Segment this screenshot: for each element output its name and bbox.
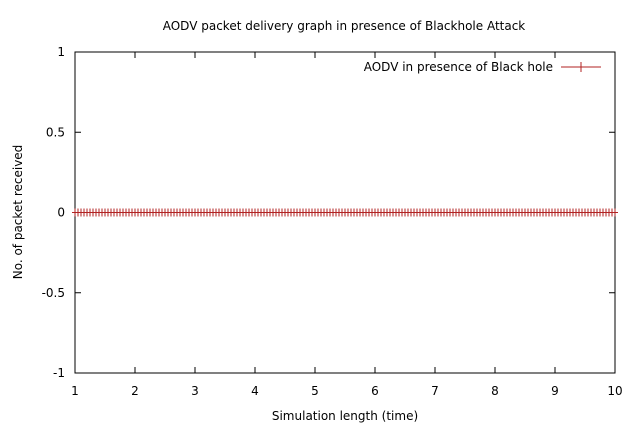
x-tick-label: 9: [551, 384, 559, 398]
chart-title: AODV packet delivery graph in presence o…: [163, 19, 526, 33]
x-tick-label: 8: [491, 384, 499, 398]
x-tick-label: 10: [607, 384, 622, 398]
x-tick-label: 1: [71, 384, 79, 398]
y-tick-label: 0: [57, 206, 65, 220]
y-axis-label: No. of packet received: [11, 145, 25, 280]
x-tick-label: 2: [131, 384, 139, 398]
y-tick-label: -0.5: [42, 286, 65, 300]
legend: AODV in presence of Black hole: [364, 60, 601, 74]
series-aodv-blackhole: [72, 208, 618, 217]
x-tick-label: 4: [251, 384, 259, 398]
x-tick-label: 7: [431, 384, 439, 398]
data-point: [612, 208, 618, 217]
y-tick-label: -1: [53, 366, 65, 380]
x-axis: 1 2 3 4 5 6 7 8 9 10: [71, 52, 623, 398]
x-tick-label: 5: [311, 384, 319, 398]
y-axis: -1 -0.5 0 0.5 1: [42, 45, 615, 380]
x-axis-label: Simulation length (time): [272, 409, 418, 423]
y-tick-label: 0.5: [46, 125, 65, 139]
y-tick-label: 1: [57, 45, 65, 59]
legend-label: AODV in presence of Black hole: [364, 60, 553, 74]
x-tick-label: 3: [191, 384, 199, 398]
x-tick-label: 6: [371, 384, 379, 398]
